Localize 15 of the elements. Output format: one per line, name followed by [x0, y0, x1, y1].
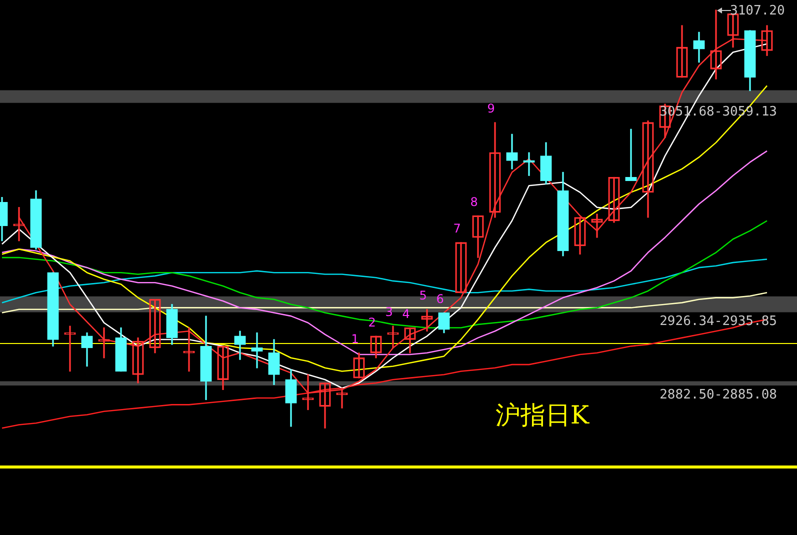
candlestick — [625, 128, 637, 181]
candlestick — [506, 134, 518, 170]
candlestick — [455, 242, 467, 293]
text: 1 — [351, 332, 359, 346]
text: 9 — [487, 102, 495, 116]
band-label: 2882.50-2885.08 — [660, 387, 777, 402]
text: 5 — [419, 288, 427, 303]
text: 6 — [436, 292, 444, 306]
annotation: 3107.20 — [730, 3, 785, 18]
text: 7 — [453, 222, 461, 236]
annotation: 沪指日K — [495, 400, 590, 430]
text: 3 — [385, 305, 393, 320]
candlestick — [251, 332, 263, 368]
text: 4 — [402, 306, 410, 321]
text: 8 — [470, 194, 478, 209]
